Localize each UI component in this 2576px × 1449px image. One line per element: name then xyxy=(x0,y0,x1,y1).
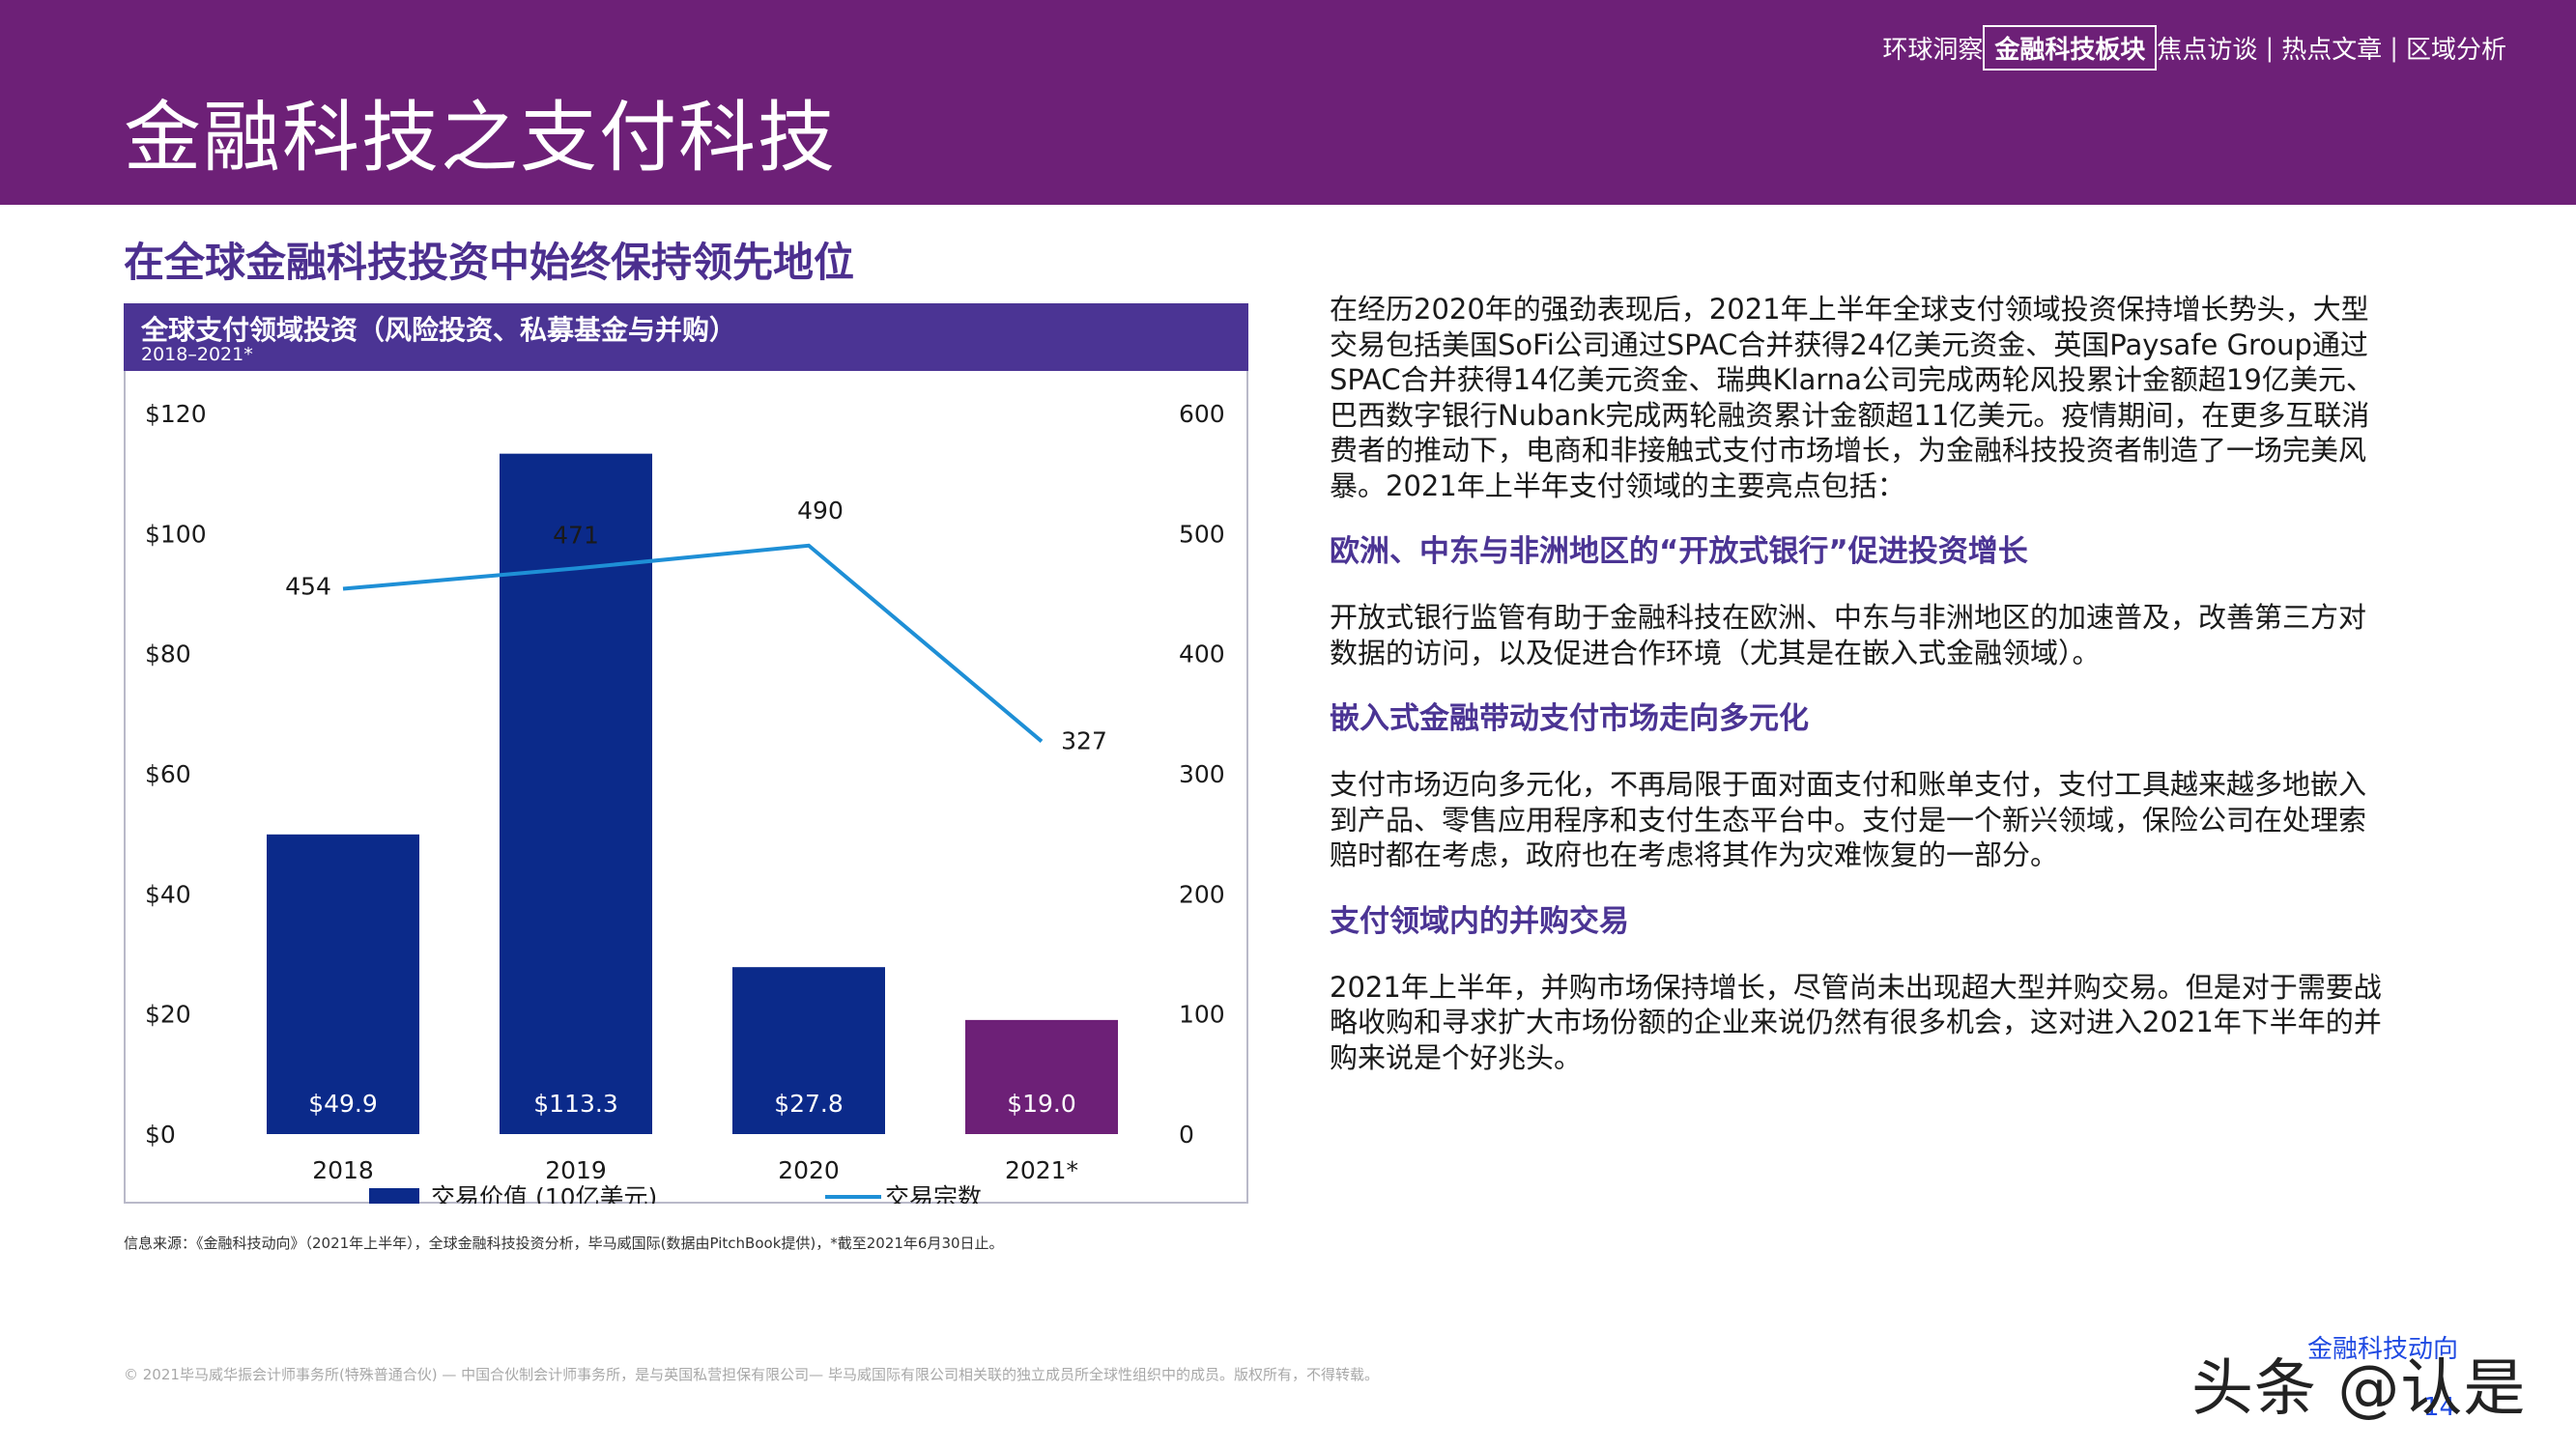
bar xyxy=(732,967,885,1134)
y-right-tick-label: 100 xyxy=(1179,1001,1225,1029)
nav-separator: | xyxy=(2265,33,2275,63)
y-right-tick-label: 200 xyxy=(1179,880,1225,908)
nav-separator: | xyxy=(2390,33,2398,63)
source-note: 信息来源：《金融科技动向》（2021年上半年），全球金融科技投资分析，毕马威国际… xyxy=(124,1235,1004,1252)
chart-subtitle: 2018–2021* xyxy=(141,344,253,365)
footer-area: 金融科技动向 14 头条 @认是 xyxy=(2191,1321,2559,1437)
subsection-heading-mna: 支付领域内的并购交易 xyxy=(1330,903,1629,939)
line-value-label: 327 xyxy=(1061,726,1107,754)
header-banner: 环球洞察 金融科技板块 焦点访谈 | 热点文章 | 区域分析 金融科技之支付科技 xyxy=(0,0,2576,205)
y-right-tick-label: 0 xyxy=(1179,1121,1194,1149)
bar-value-label: $19.0 xyxy=(1007,1090,1076,1118)
x-tick-label: 2018 xyxy=(312,1156,374,1184)
chart-header: 全球支付领域投资（风险投资、私募基金与并购） 2018–2021* xyxy=(124,303,1248,371)
bar xyxy=(500,453,652,1134)
y-right-tick-label: 300 xyxy=(1179,760,1225,788)
y-left-tick-label: $100 xyxy=(145,520,207,548)
intro-paragraph: 在经历2020年的强劲表现后，2021年上半年全球支付领域投资保持增长势头，大型… xyxy=(1330,293,2374,502)
x-tick-label: 2020 xyxy=(778,1156,840,1184)
bar-value-label: $49.9 xyxy=(308,1090,378,1118)
page-number: 14 xyxy=(2423,1393,2456,1422)
y-right-tick-label: 400 xyxy=(1179,640,1225,668)
y-left-tick-label: $20 xyxy=(145,1001,191,1029)
y-left-tick-label: $80 xyxy=(145,640,191,668)
chart-panel: 全球支付领域投资（风险投资、私募基金与并购） 2018–2021* $0 $20 $… xyxy=(124,303,1248,1204)
chart-plot: $0 $20 $40 $60 $80 $100 $120 0 100 200 300 400 500 60… xyxy=(145,400,1225,1204)
series-line xyxy=(342,543,1044,743)
y-left-tick-label: $0 xyxy=(145,1121,176,1149)
nav-item-focus-interviews[interactable]: 焦点访谈 xyxy=(2157,36,2258,65)
y-right-tick-label: 500 xyxy=(1179,520,1225,548)
x-tick-label: 2021* xyxy=(1005,1156,1078,1184)
subsection-text-mna: 2021年上半年，并购市场保持增长，尽管尚未出现超大型并购交易。但是对于需要战略… xyxy=(1330,970,2382,1074)
bar xyxy=(267,834,419,1134)
bar-value-label: $113.3 xyxy=(533,1090,617,1118)
line-value-label: 454 xyxy=(285,573,331,601)
section-heading: 在全球金融科技投资中始终保持领先地位 xyxy=(124,239,855,286)
nav-item-fintech[interactable]: 金融科技板块 xyxy=(1983,25,2158,71)
subsection-heading-open-banking: 欧洲、中东与非洲地区的“开放式银行”促进投资增长 xyxy=(1330,534,2028,569)
nav-item-global-insights[interactable]: 环球洞察 xyxy=(1882,36,1984,65)
chart-title: 全球支付领域投资（风险投资、私募基金与并购） xyxy=(141,314,737,346)
top-navigation: 环球洞察 金融科技板块 焦点访谈 | 热点文章 | 区域分析 xyxy=(1882,25,2506,71)
x-tick-label: 2019 xyxy=(545,1156,607,1184)
body-text: 在经历2020年的强劲表现后，2021年上半年全球支付领域投资保持增长势头，大型… xyxy=(1330,292,2392,1075)
y-right-tick-label: 600 xyxy=(1179,400,1225,428)
subsection-text-open-banking: 开放式银行监管有助于金融科技在欧洲、中东与非洲地区的加速普及，改善第三方对数据的… xyxy=(1330,601,2367,669)
copyright-notice: © 2021毕马威华振会计师事务所(特殊普通合伙) — 中国合伙制会计师事务所，… xyxy=(124,1366,1379,1383)
footer-link[interactable]: 金融科技动向 xyxy=(2307,1335,2459,1364)
bar-value-label: $27.8 xyxy=(774,1090,844,1118)
line-value-label: 471 xyxy=(553,521,599,549)
page-title: 金融科技之支付科技 xyxy=(124,93,837,183)
watermark-text: 头条 @认是 xyxy=(2191,1353,2527,1425)
bar xyxy=(965,1019,1118,1134)
legend-line-label: 交易宗数 xyxy=(885,1183,982,1204)
y-left-tick-label: $40 xyxy=(145,880,191,908)
legend-bar-label: 交易价值 (10亿美元) xyxy=(431,1183,657,1204)
y-left-tick-label: $120 xyxy=(145,400,207,428)
subsection-text-embedded-finance: 支付市场迈向多元化，不再局限于面对面支付和账单支付，支付工具越来越多地嵌入到产品… xyxy=(1330,768,2367,871)
line-value-label: 490 xyxy=(797,497,844,525)
legend-bar-swatch xyxy=(369,1188,419,1204)
subsection-heading-embedded-finance: 嵌入式金融带动支付市场走向多元化 xyxy=(1330,701,1809,736)
y-left-tick-label: $60 xyxy=(145,760,191,788)
nav-item-regional-analysis[interactable]: 区域分析 xyxy=(2405,36,2506,65)
nav-item-hot-articles[interactable]: 热点文章 xyxy=(2281,36,2383,65)
